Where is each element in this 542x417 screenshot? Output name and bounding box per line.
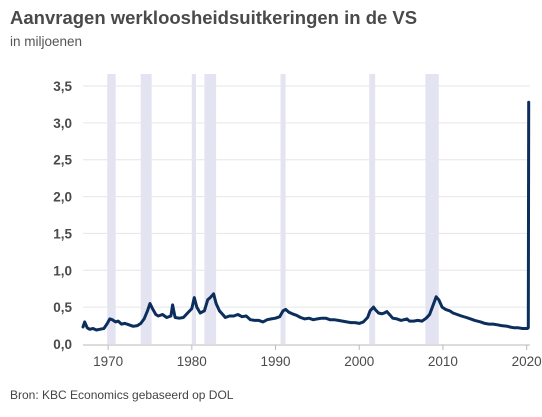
x-tick-label: 2020	[512, 354, 542, 369]
y-tick-label: 2,5	[53, 153, 72, 168]
y-tick-label: 1,0	[53, 263, 72, 278]
x-tick-label: 2000	[344, 354, 374, 369]
x-tick-label: 1970	[93, 354, 123, 369]
recession-band-0	[107, 74, 116, 344]
chart-title: Aanvragen werkloosheidsuitkeringen in de…	[10, 7, 418, 28]
y-tick-label: 0,5	[53, 300, 72, 315]
y-tick-label: 1,5	[53, 226, 72, 241]
chart-subtitle: in miljoenen	[10, 34, 83, 49]
recession-band-3	[204, 74, 217, 344]
x-tick-label: 1990	[261, 354, 291, 369]
source-note: Bron: KBC Economics gebaseerd op DOL	[10, 388, 234, 402]
x-tick-label: 2010	[428, 354, 458, 369]
y-tick-label: 3,0	[53, 116, 72, 131]
recession-bands	[107, 74, 439, 344]
gridlines	[83, 85, 530, 308]
x-axis-ticks: 1970 1980 1990 2000 2010 2020	[93, 345, 542, 369]
recession-band-5	[369, 74, 376, 344]
recession-band-6	[425, 74, 439, 344]
claims-series-line	[81, 100, 531, 332]
y-tick-label: 3,5	[53, 79, 72, 94]
y-tick-label: 2,0	[53, 190, 72, 205]
x-tick-label: 1980	[177, 354, 207, 369]
y-axis-ticks: 0,0 0,5 1,0 1,5 2,0 2,5 3,0 3,5	[53, 79, 72, 352]
y-tick-label: 0,0	[53, 337, 72, 352]
recession-band-4	[280, 74, 286, 344]
recession-band-1	[140, 74, 152, 344]
recession-band-2	[191, 74, 197, 344]
